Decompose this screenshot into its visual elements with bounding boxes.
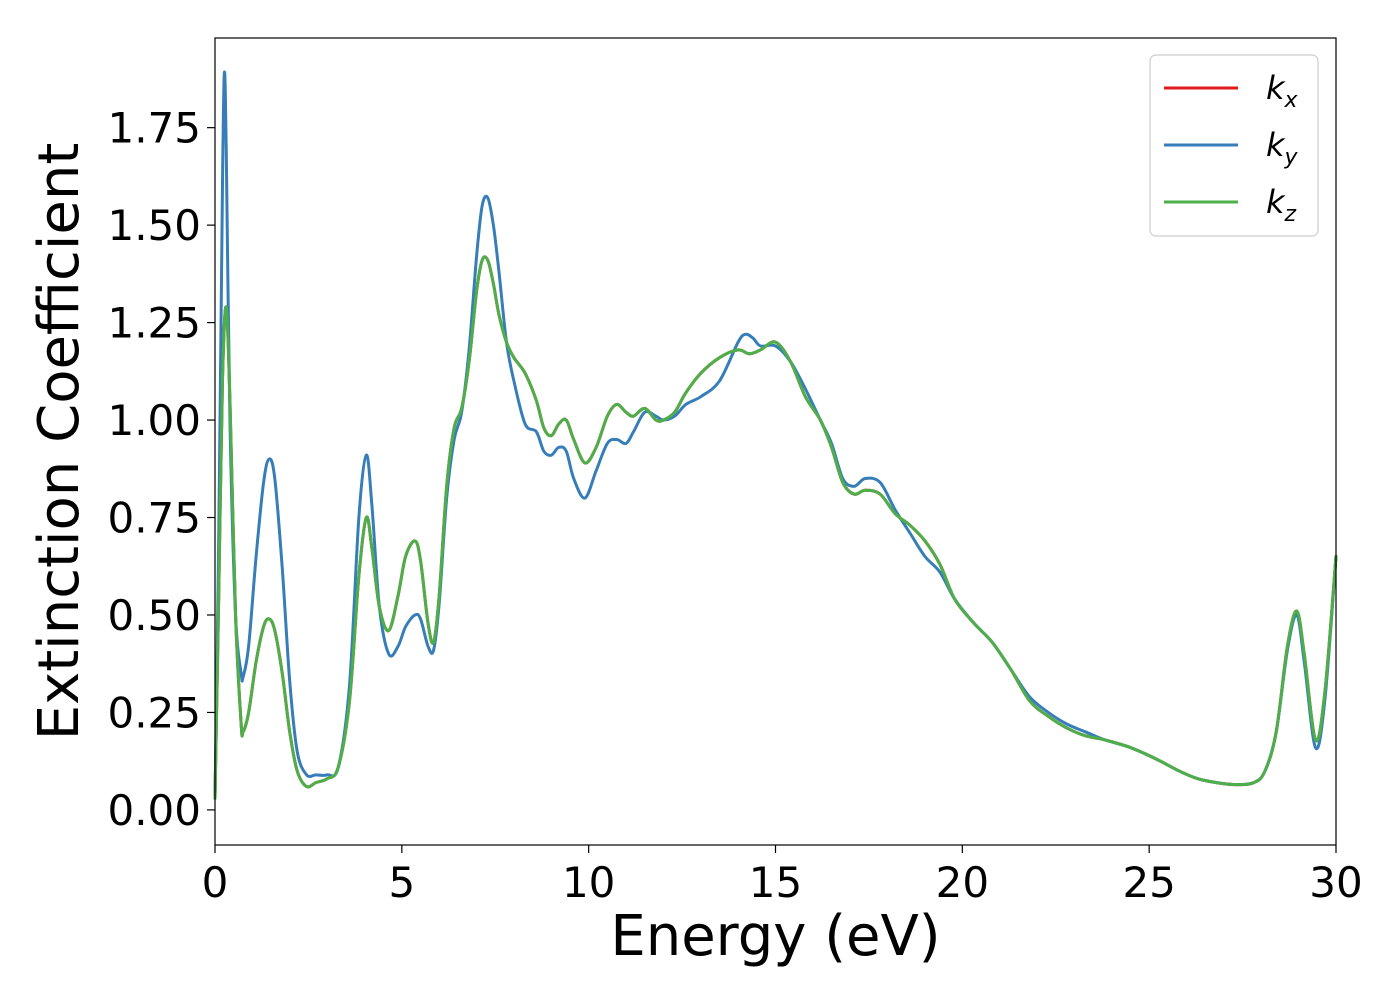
series-line-z xyxy=(213,255,1338,800)
x-axis: 0 5 10 15 20 25 30 xyxy=(202,845,1363,907)
series-layer xyxy=(213,70,1338,800)
x-tick-label: 30 xyxy=(1309,858,1362,907)
y-tick-label: 0.25 xyxy=(107,688,201,737)
y-tick-label: 1.50 xyxy=(107,201,201,250)
y-axis: 0.00 0.25 0.50 0.75 1.00 1.25 1.50 1.75 xyxy=(107,104,215,835)
legend: kx ky kz xyxy=(1149,54,1319,237)
y-tick-label: 0.50 xyxy=(107,591,201,640)
legend-label: kx xyxy=(1266,69,1299,113)
y-axis-title: Extinction Coefficient xyxy=(27,143,92,741)
y-tick-label: 1.25 xyxy=(107,299,201,348)
legend-item-x: kx xyxy=(1164,69,1299,113)
legend-label: kz xyxy=(1266,183,1297,227)
x-tick-label: 25 xyxy=(1122,858,1175,907)
y-tick-label: 1.75 xyxy=(107,104,201,153)
legend-item-z: kz xyxy=(1164,183,1297,227)
legend-label: ky xyxy=(1266,126,1299,170)
x-tick-label: 20 xyxy=(936,858,989,907)
y-tick-label: 0.75 xyxy=(107,494,201,543)
y-tick-label: 1.00 xyxy=(107,396,201,445)
x-axis-title: Energy (eV) xyxy=(610,904,940,969)
y-tick-label: 0.00 xyxy=(107,786,201,835)
x-tick-label: 0 xyxy=(202,858,229,907)
x-tick-label: 10 xyxy=(562,858,615,907)
x-tick-label: 5 xyxy=(388,858,415,907)
series-line-y xyxy=(213,70,1338,800)
legend-item-y: ky xyxy=(1164,126,1299,170)
x-tick-label: 15 xyxy=(749,858,802,907)
